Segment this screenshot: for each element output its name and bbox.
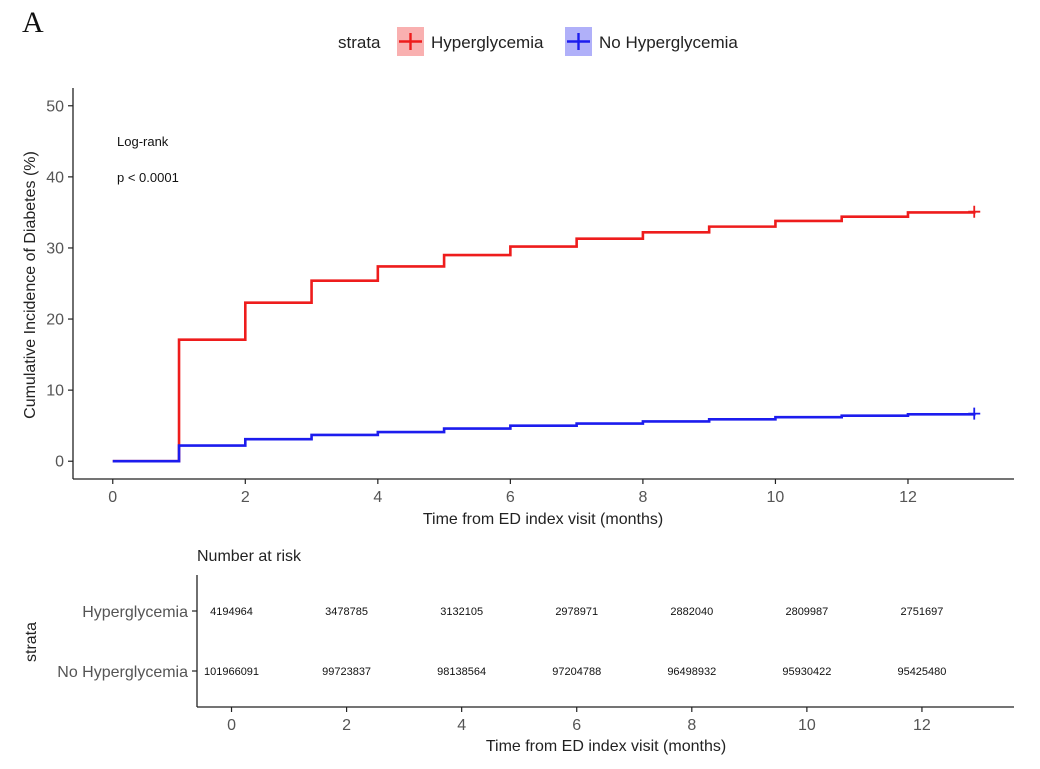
legend-title: strata xyxy=(338,33,381,52)
x-tick-label: 4 xyxy=(373,489,382,506)
risk-x-tick-label: 2 xyxy=(342,717,351,734)
risk-value-no-hyperglycemia: 95425480 xyxy=(897,666,946,678)
risk-value-hyperglycemia: 3132105 xyxy=(440,606,483,618)
legend-entry-hyperglycemia: Hyperglycemia xyxy=(397,27,544,56)
y-tick-label: 30 xyxy=(46,240,64,257)
risk-value-hyperglycemia: 2978971 xyxy=(555,606,598,618)
main-plot: 0 10 20 30 40 50 0 2 4 6 8 10 12 Log-rank p < 0.000… xyxy=(22,88,1014,528)
x-tick-label: 0 xyxy=(108,489,117,506)
risk-table-title: Number at risk xyxy=(197,548,302,565)
risk-table: Number at risk Hyperglycemia 4194964 34787… xyxy=(23,548,1014,755)
risk-value-no-hyperglycemia: 98138564 xyxy=(437,666,486,678)
risk-x-axis-title: Time from ED index visit (months) xyxy=(486,738,726,755)
risk-x-tick-label: 8 xyxy=(687,717,696,734)
risk-value-no-hyperglycemia: 96498932 xyxy=(667,666,716,678)
hyperglycemia-curve xyxy=(112,211,976,463)
legend-symbol-no-hyperglycemia xyxy=(567,33,590,50)
logrank-label: Log-rank xyxy=(117,134,169,149)
legend-symbol-hyperglycemia xyxy=(399,33,422,50)
x-tick-label: 6 xyxy=(506,489,515,506)
legend-entry-no-hyperglycemia: No Hyperglycemia xyxy=(565,27,738,56)
pvalue-label: p < 0.0001 xyxy=(117,170,179,185)
risk-value-hyperglycemia: 2751697 xyxy=(901,606,944,618)
x-tick-label: 2 xyxy=(241,489,250,506)
y-tick-label: 40 xyxy=(46,169,64,186)
risk-x-tick-label: 12 xyxy=(913,717,931,734)
risk-value-no-hyperglycemia: 99723837 xyxy=(322,666,371,678)
legend: strata Hyperglycemia No Hyperglycemia xyxy=(338,27,738,56)
panel-label: A xyxy=(22,6,44,39)
risk-value-hyperglycemia: 2882040 xyxy=(670,606,713,618)
risk-x-tick-label: 0 xyxy=(227,717,236,734)
risk-value-hyperglycemia: 4194964 xyxy=(210,606,253,618)
y-tick-label: 0 xyxy=(55,454,64,471)
risk-value-no-hyperglycemia: 95930422 xyxy=(782,666,831,678)
x-tick-label: 12 xyxy=(899,489,917,506)
y-tick-label: 20 xyxy=(46,312,64,329)
risk-row-label-no-hyperglycemia: No Hyperglycemia xyxy=(57,664,188,681)
risk-row-label-hyperglycemia: Hyperglycemia xyxy=(82,604,188,621)
risk-y-axis-title: strata xyxy=(23,622,40,662)
risk-value-hyperglycemia: 2809987 xyxy=(785,606,828,618)
y-tick-label: 50 xyxy=(46,98,64,115)
no-hyperglycemia-censor-mark xyxy=(968,407,981,420)
risk-value-no-hyperglycemia: 101966091 xyxy=(204,666,259,678)
x-tick-label: 10 xyxy=(767,489,785,506)
no-hyperglycemia-curve xyxy=(112,413,976,463)
risk-x-tick-label: 10 xyxy=(798,717,816,734)
x-tick-label: 8 xyxy=(638,489,647,506)
risk-x-tick-label: 6 xyxy=(572,717,581,734)
y-tick-label: 10 xyxy=(46,383,64,400)
y-axis-title: Cumulative Incidence of Diabetes (%) xyxy=(22,151,39,419)
legend-label-no-hyperglycemia: No Hyperglycemia xyxy=(599,33,738,52)
x-axis-title: Time from ED index visit (months) xyxy=(423,511,663,528)
risk-value-hyperglycemia: 3478785 xyxy=(325,606,368,618)
risk-value-no-hyperglycemia: 97204788 xyxy=(552,666,601,678)
hyperglycemia-censor-mark xyxy=(968,205,981,218)
risk-x-tick-label: 4 xyxy=(457,717,466,734)
legend-label-hyperglycemia: Hyperglycemia xyxy=(431,33,544,52)
